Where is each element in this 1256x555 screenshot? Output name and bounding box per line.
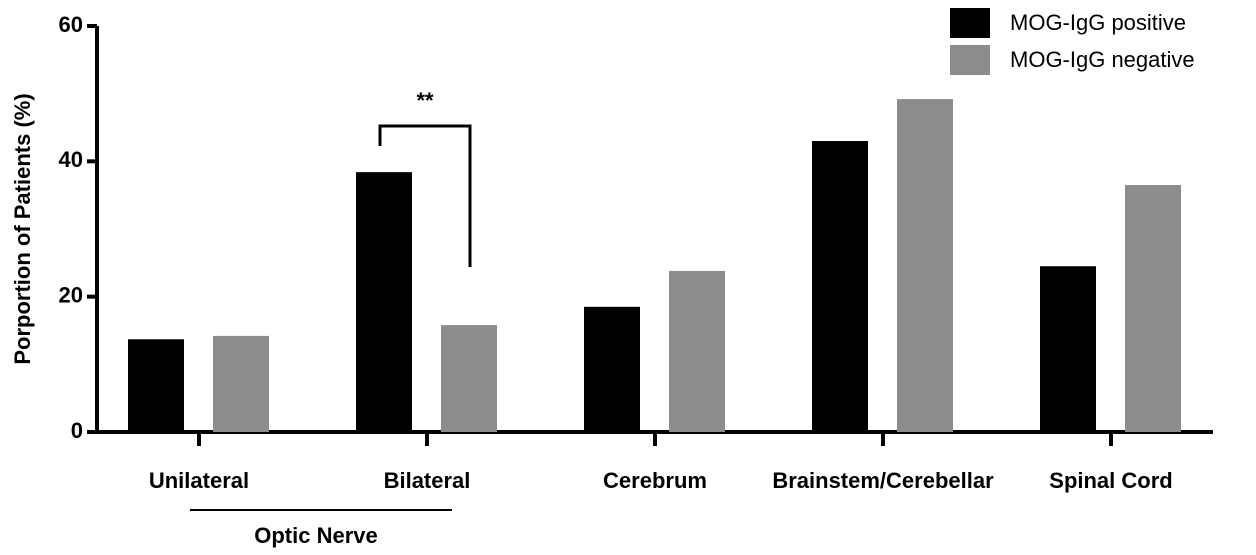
bar — [356, 172, 412, 432]
x-tick-label: Spinal Cord — [1049, 468, 1172, 493]
bar — [441, 325, 497, 432]
legend-swatch — [950, 45, 990, 75]
x-tick-label: Bilateral — [384, 468, 471, 493]
bar — [128, 339, 184, 432]
bar — [669, 270, 725, 432]
bar — [812, 141, 868, 433]
bar — [897, 99, 953, 432]
bar — [1125, 185, 1181, 432]
x-tick-label: Unilateral — [149, 468, 249, 493]
bar — [1040, 266, 1096, 432]
significance-bracket — [378, 124, 472, 267]
bar — [213, 335, 269, 432]
legend-swatch — [950, 8, 990, 38]
bar — [584, 306, 640, 432]
significance-label: ** — [416, 88, 434, 113]
y-tick-label: 0 — [71, 418, 83, 443]
y-tick-label: 40 — [59, 147, 83, 172]
group-label: Optic Nerve — [254, 523, 378, 548]
x-tick-label: Brainstem/Cerebellar — [772, 468, 994, 493]
y-tick-label: 60 — [59, 12, 83, 37]
x-tick-label: Cerebrum — [603, 468, 707, 493]
y-tick-label: 20 — [59, 282, 83, 307]
legend-text: MOG-IgG positive — [1010, 10, 1186, 35]
y-axis-label: Porportion of Patients (%) — [10, 93, 35, 364]
legend-text: MOG-IgG negative — [1010, 47, 1195, 72]
